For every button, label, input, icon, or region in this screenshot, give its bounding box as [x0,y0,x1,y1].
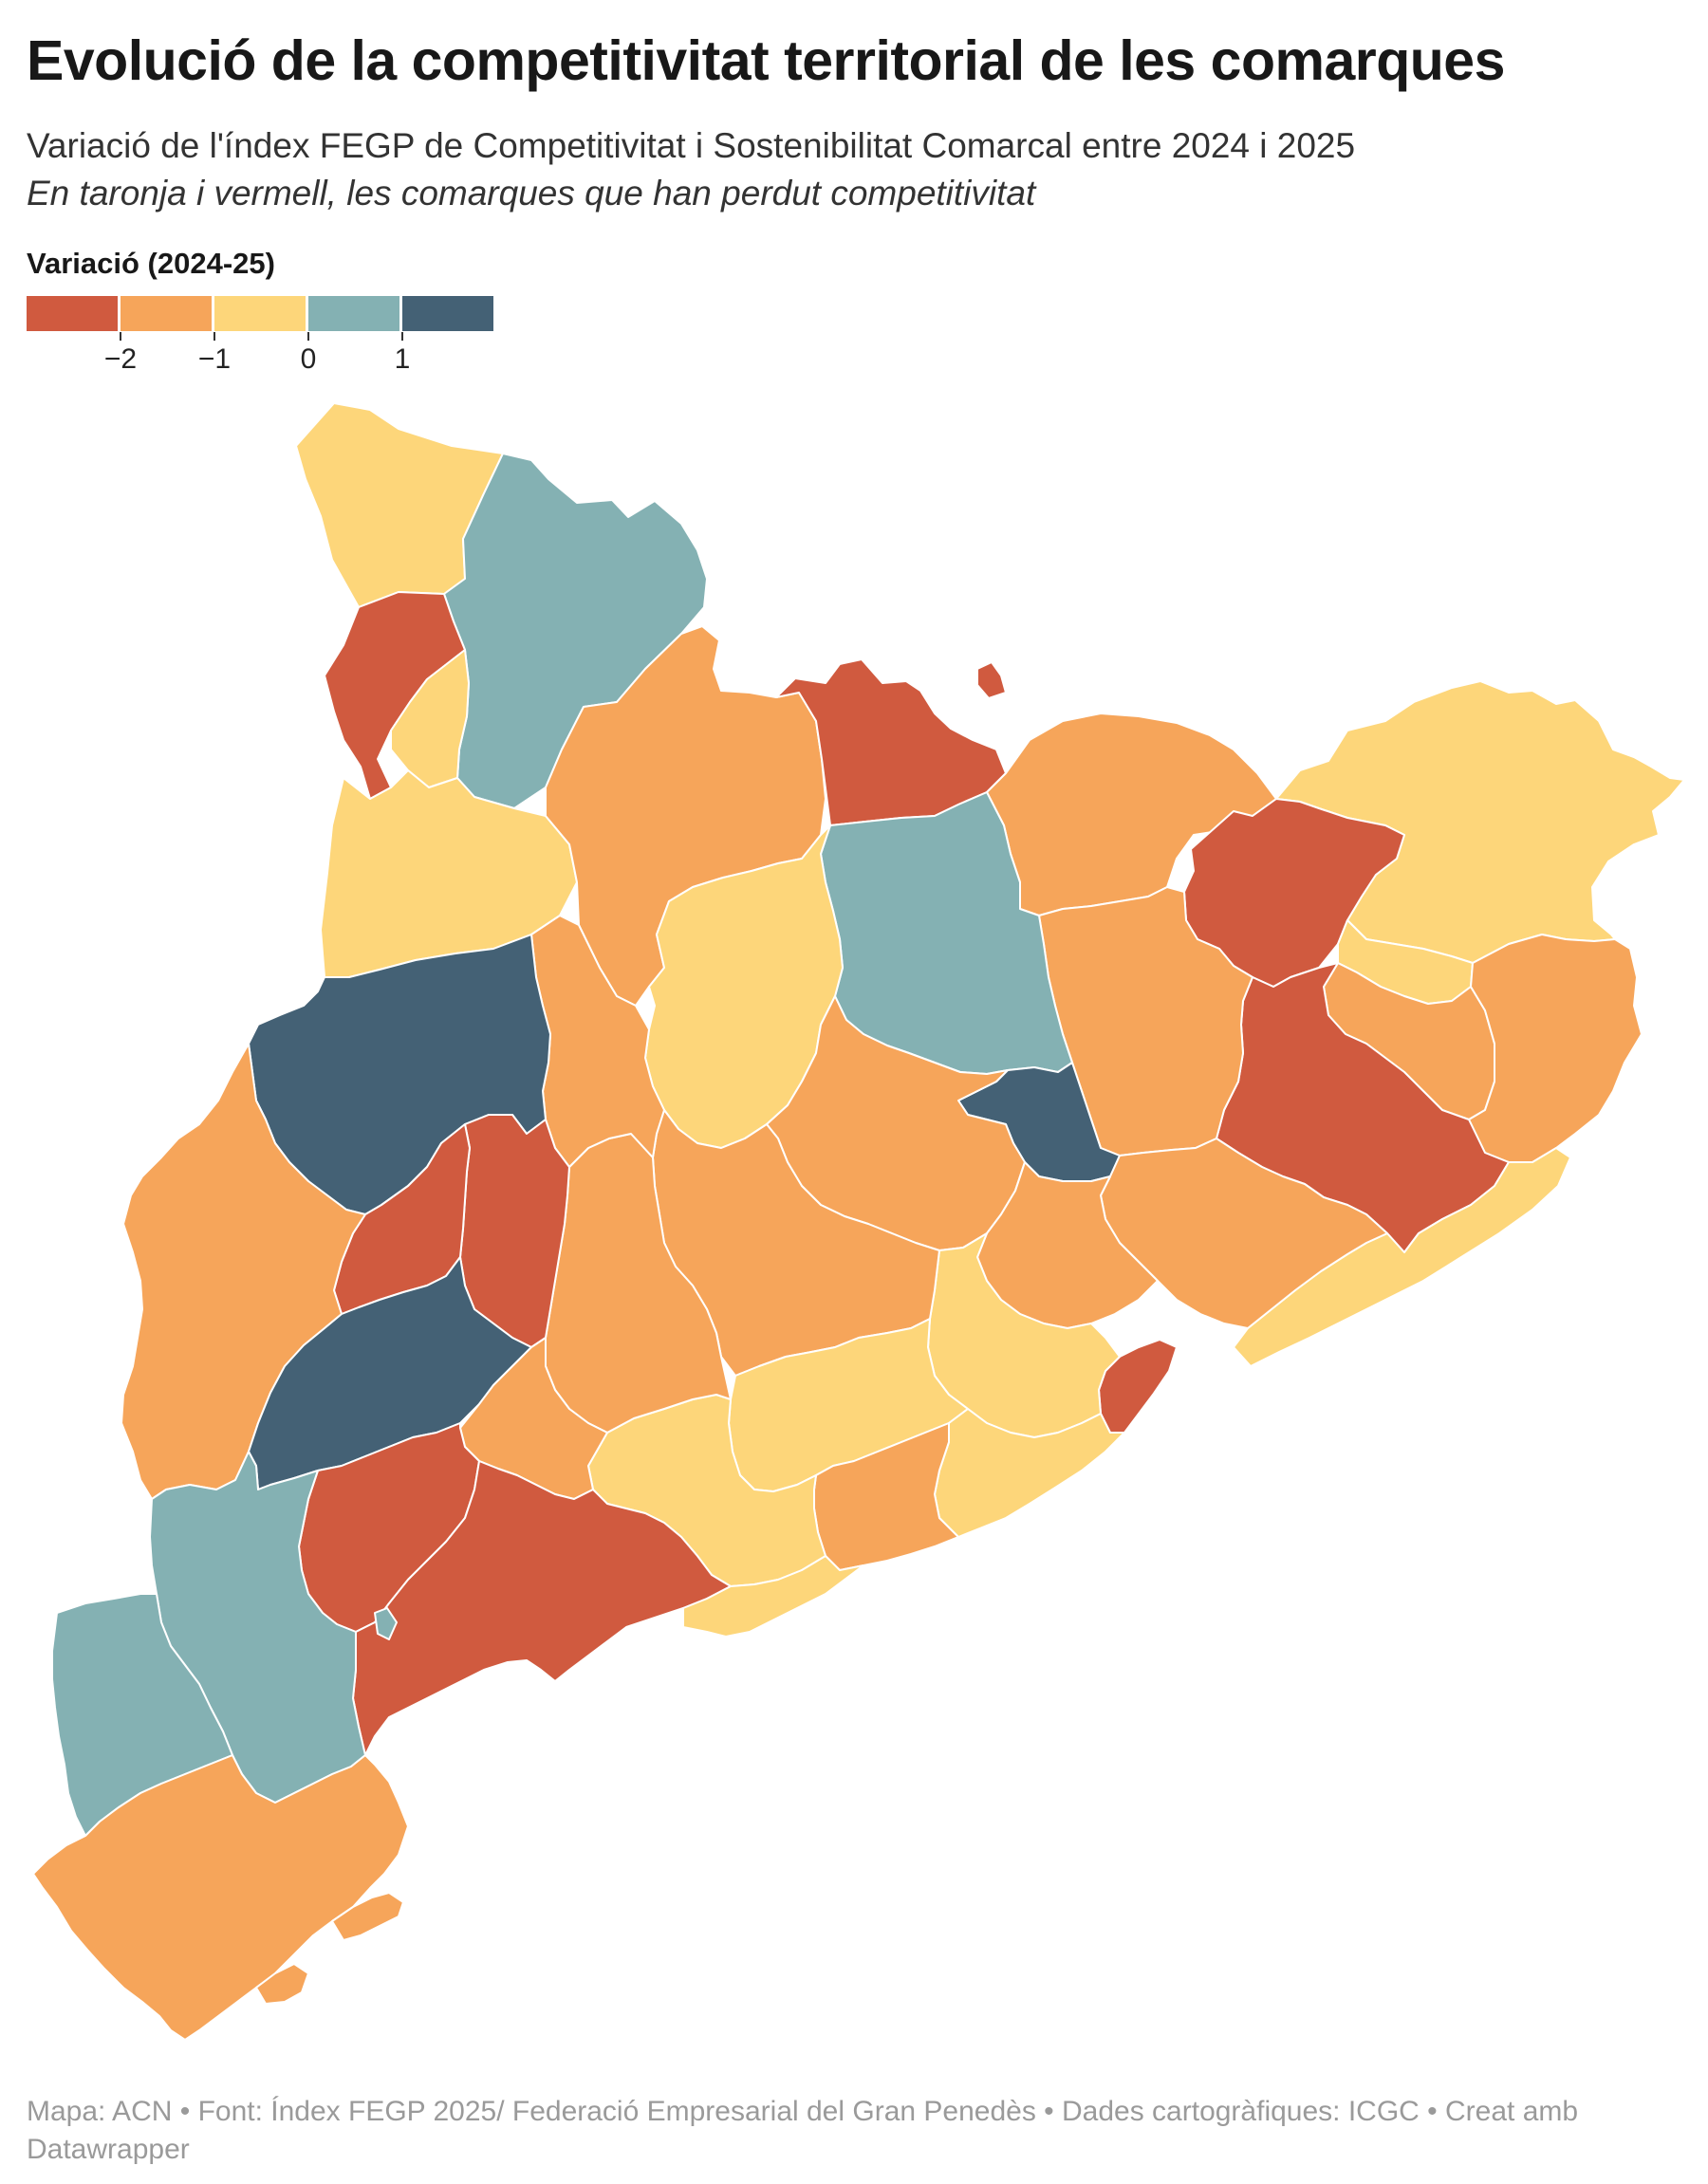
legend-tick-mark [307,332,309,341]
legend-title: Variació (2024-25) [27,247,275,280]
region-baix-camp[interactable] [352,1460,732,1756]
chart-title: Evolució de la competitivitat territoria… [27,29,1505,92]
legend-tick-label: −2 [103,343,138,375]
legend-swatch-navy [402,296,493,331]
legend-swatch-red [27,296,118,331]
chart-note: En taronja i vermell, les comarques que … [27,174,1036,213]
region-cerdanya[interactable] [775,658,1007,826]
region-llivia[interactable] [976,661,1007,699]
region-baix-ebre[interactable] [32,1754,409,2041]
region-delta-ebre[interactable] [331,1892,404,1941]
legend-swatch-yellow [214,296,306,331]
legend-swatch-orange [121,296,212,331]
choropleth-map [32,402,1685,2041]
legend-tick-label: 1 [394,343,411,375]
region-tarragones[interactable] [682,1555,864,1638]
legend-ticks: −2 −1 0 1 [27,332,501,379]
region-enclave-teal[interactable] [374,1607,398,1640]
legend-swatch-teal [308,296,399,331]
legend-tick-mark [120,332,121,341]
region-delta-ebre-south[interactable] [255,1963,309,2005]
legend-tick-label: −1 [197,343,232,375]
chart-subtitle: Variació de l'índex FEGP de Competitivit… [27,126,1356,165]
region-alta-ribagorca[interactable] [324,591,466,800]
legend-tick-label: 0 [300,343,317,375]
legend-color-scale [27,296,493,331]
legend-tick-mark [214,332,215,341]
legend-tick-mark [401,332,403,341]
source-footer: Mapa: ACN • Font: Índex FEGP 2025/ Feder… [27,2096,1579,2165]
region-baix-emporda[interactable] [1468,934,1643,1163]
